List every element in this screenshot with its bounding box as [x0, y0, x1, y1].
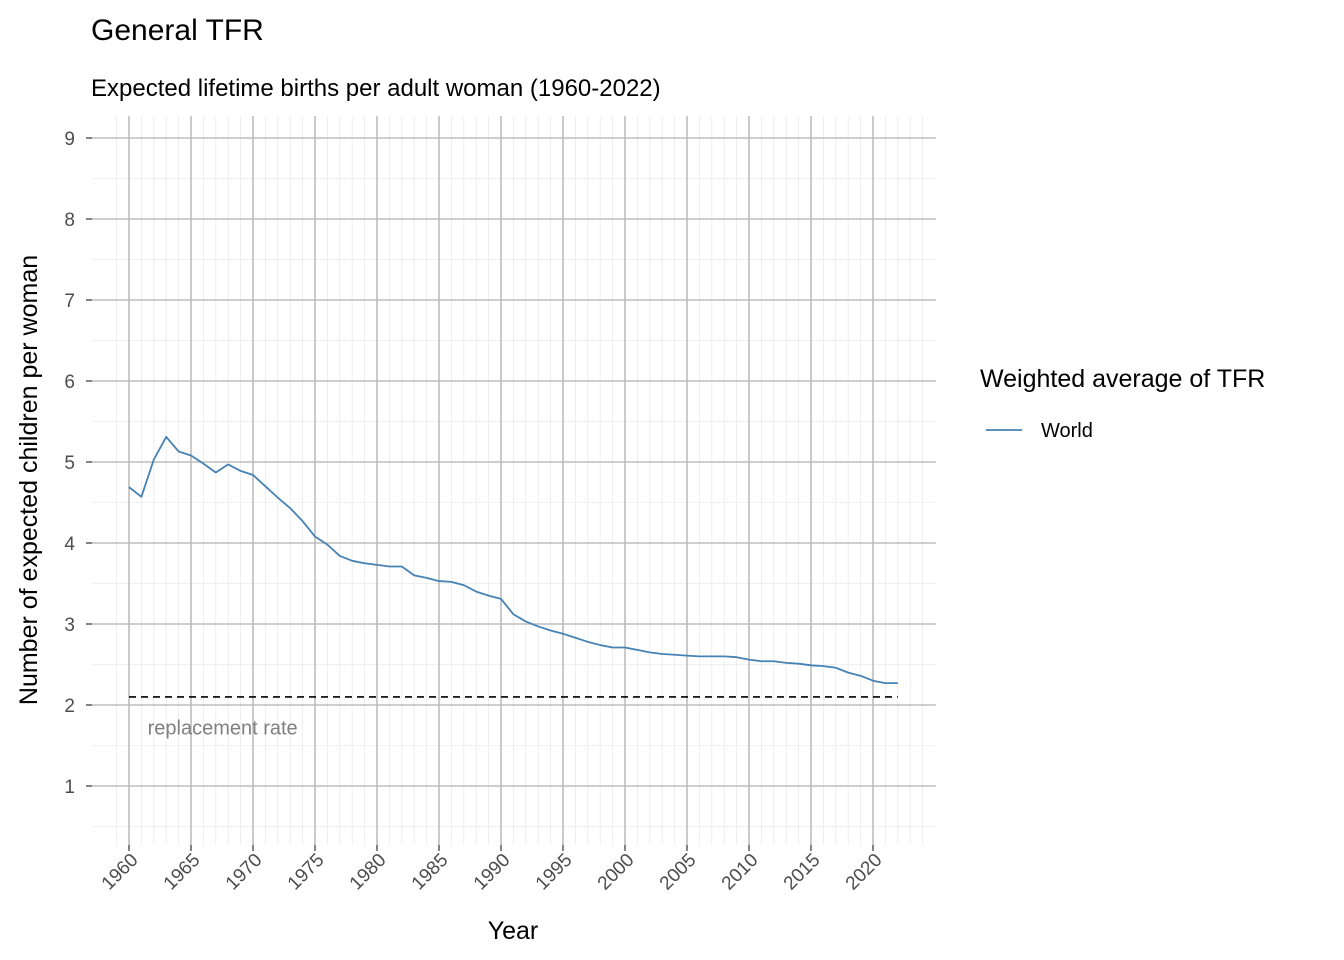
grid-minor	[92, 116, 936, 845]
y-tick-label: 1	[64, 777, 75, 798]
x-tick-label: 1960	[98, 850, 143, 895]
y-tick-label: 9	[64, 129, 75, 150]
x-axis-title: Year	[488, 917, 539, 945]
replacement-rate-annotation: replacement rate	[148, 718, 298, 740]
x-tick-label: 1970	[222, 850, 267, 895]
x-tick-label: 1995	[532, 850, 577, 895]
grid-major	[92, 116, 936, 845]
x-tick-label: 1985	[408, 850, 453, 895]
x-axis: 1960 1965 1970 1975 1980 1985 1990 1995 2000 2005…	[98, 845, 887, 894]
y-tick-label: 3	[64, 615, 75, 636]
x-tick-label: 1965	[160, 850, 205, 895]
x-tick-label: 1980	[346, 850, 391, 895]
x-tick-label: 2015	[780, 850, 825, 895]
chart-title: General TFR	[91, 14, 264, 47]
series-line-world	[128, 435, 898, 685]
chart-subtitle: Expected lifetime births per adult woman…	[91, 75, 661, 102]
x-tick-label: 2010	[718, 850, 763, 895]
y-tick-label: 7	[64, 291, 75, 312]
x-tick-label: 2005	[656, 850, 701, 895]
y-tick-label: 2	[64, 696, 75, 717]
y-tick-label: 8	[64, 210, 75, 231]
y-tick-label: 5	[64, 453, 75, 474]
y-tick-label: 6	[64, 372, 75, 393]
legend: Weighted average of TFR World	[980, 365, 1265, 442]
y-tick-label: 4	[64, 534, 75, 555]
legend-title: Weighted average of TFR	[980, 365, 1265, 393]
series-world	[128, 435, 898, 685]
y-axis-title: Number of expected children per woman	[15, 255, 43, 705]
x-tick-label: 1975	[284, 850, 329, 895]
x-tick-label: 2020	[842, 850, 887, 895]
x-tick-label: 2000	[594, 850, 639, 895]
y-axis: 1 2 3 4 5 6 7 8 9	[64, 129, 92, 798]
x-tick-label: 1990	[470, 850, 515, 895]
legend-label-world: World	[1041, 420, 1093, 442]
